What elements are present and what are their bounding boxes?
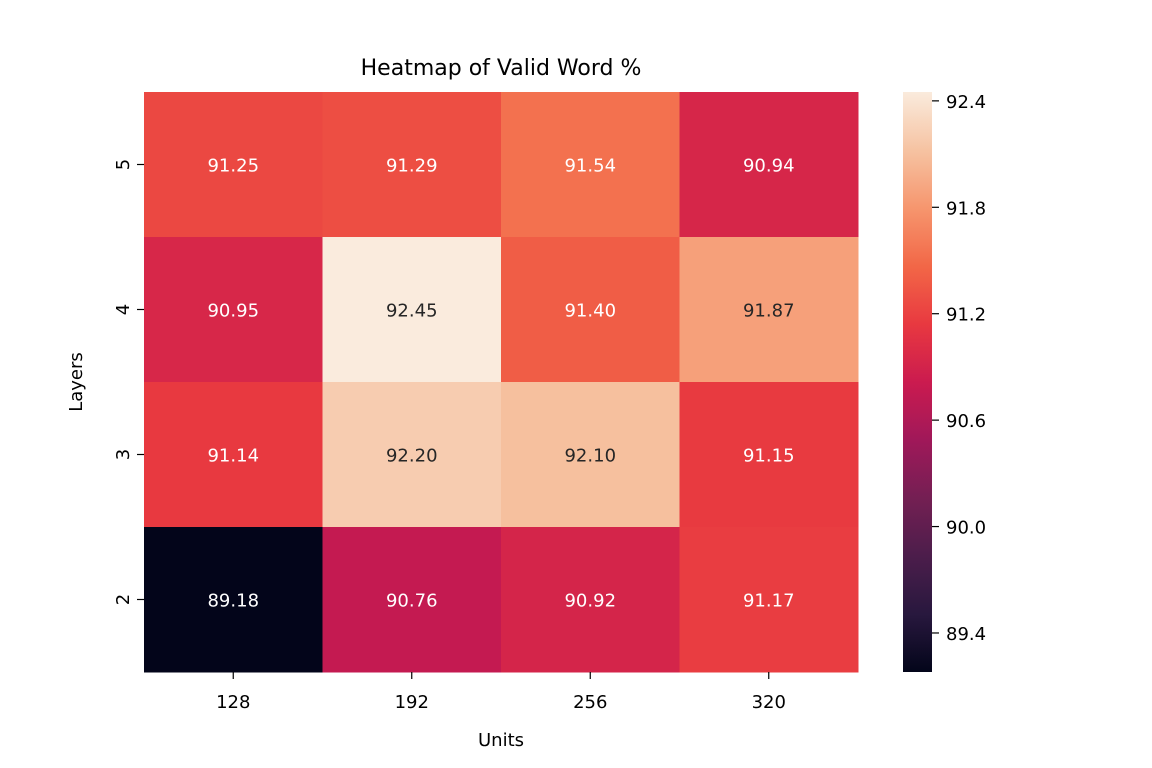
colorbar xyxy=(903,92,932,672)
y-tick-label: 4 xyxy=(113,304,134,315)
heatmap-cell xyxy=(144,237,323,383)
y-tick-label: 2 xyxy=(113,594,134,605)
cell-value-label: 92.20 xyxy=(386,446,438,467)
y-tick-label: 3 xyxy=(113,449,134,460)
heatmap-cell xyxy=(679,527,859,673)
x-tick-label: 256 xyxy=(573,692,607,713)
colorbar-tick-label: 90.6 xyxy=(946,411,986,432)
heatmap-cell xyxy=(144,92,323,238)
cell-value-label: 91.14 xyxy=(207,446,259,467)
heatmap-cell xyxy=(322,382,502,528)
y-tick-label: 5 xyxy=(113,159,134,170)
x-tick-label: 192 xyxy=(395,692,429,713)
x-tick-label: 128 xyxy=(216,692,250,713)
cell-value-label: 91.17 xyxy=(743,591,795,612)
heatmap-cell xyxy=(322,92,502,238)
cell-value-label: 90.94 xyxy=(743,156,795,177)
y-axis-label: Layers xyxy=(66,352,87,412)
heatmap-cell xyxy=(679,382,859,528)
cell-value-label: 90.92 xyxy=(564,591,616,612)
heatmap-cell xyxy=(679,92,859,238)
heatmap-cell xyxy=(501,527,680,673)
colorbar-tick-label: 91.2 xyxy=(946,305,986,326)
cell-value-label: 90.95 xyxy=(207,301,259,322)
heatmap-cell xyxy=(501,237,680,383)
colorbar-ticks: 89.4 90.0 90.6 91.2 91.8 92.4 xyxy=(932,92,986,645)
x-axis-ticks: 128 192 256 320 xyxy=(216,672,786,713)
cell-value-label: 92.45 xyxy=(386,301,438,322)
x-tick-label: 320 xyxy=(752,692,786,713)
cell-value-label: 91.25 xyxy=(207,156,259,177)
heatmap-cells: 91.25 91.29 91.54 90.94 90.95 92.45 91.40 91.87… xyxy=(144,92,859,673)
heatmap-cell xyxy=(679,237,859,383)
heatmap-cell xyxy=(144,382,323,528)
colorbar-tick-label: 89.4 xyxy=(946,624,986,645)
cell-value-label: 91.29 xyxy=(386,156,438,177)
cell-value-label: 91.40 xyxy=(564,301,616,322)
cell-value-label: 91.15 xyxy=(743,446,795,467)
cell-value-label: 91.87 xyxy=(743,301,795,322)
y-axis-ticks: 5 4 3 2 xyxy=(113,159,144,605)
cell-value-label: 90.76 xyxy=(386,591,438,612)
x-axis-label: Units xyxy=(478,730,524,751)
colorbar-tick-label: 92.4 xyxy=(946,92,986,113)
heatmap-cell xyxy=(144,527,323,673)
colorbar-tick-label: 91.8 xyxy=(946,198,986,219)
heatmap-cell xyxy=(322,237,502,383)
chart-title: Heatmap of Valid Word % xyxy=(361,56,642,81)
heatmap-cell xyxy=(501,92,680,238)
cell-value-label: 92.10 xyxy=(564,446,616,467)
heatmap-cell xyxy=(322,527,502,673)
cell-value-label: 91.54 xyxy=(564,156,616,177)
heatmap-cell xyxy=(501,382,680,528)
cell-value-label: 89.18 xyxy=(207,591,259,612)
colorbar-tick-label: 90.0 xyxy=(946,518,986,539)
